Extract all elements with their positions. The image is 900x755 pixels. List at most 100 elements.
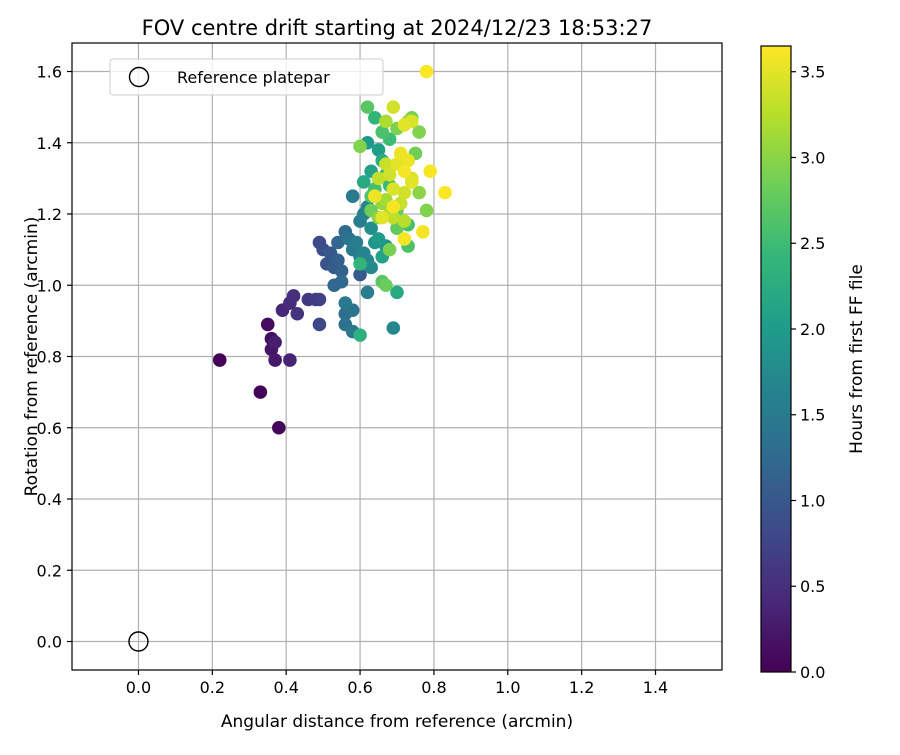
x-axis-ticks: 0.0 0.2 0.4 0.6 0.8 1.0 1.2 1.4 <box>126 670 668 697</box>
data-points <box>128 64 452 652</box>
data-point <box>419 64 434 79</box>
colorbar-tick-label: 3.0 <box>800 148 825 167</box>
legend: Reference platepar <box>109 58 384 96</box>
y-axis-label: Rotation from reference (arcmin) <box>22 217 42 497</box>
data-point <box>386 210 401 225</box>
data-point <box>438 185 452 200</box>
data-point <box>419 203 434 218</box>
colorbar-tick-label: 2.5 <box>800 234 825 253</box>
data-point <box>412 185 426 200</box>
data-point <box>364 221 378 236</box>
colorbar: 0.0 0.5 1.0 1.5 2.0 2.5 3.0 3.5 Hours from firs… <box>760 45 867 682</box>
data-point <box>397 185 412 200</box>
data-point <box>404 175 419 189</box>
colorbar-tick-label: 1.5 <box>800 406 825 425</box>
x-tick-label: 0.8 <box>421 678 446 697</box>
data-point <box>356 175 371 189</box>
data-point <box>290 306 305 321</box>
x-tick-label: 0.6 <box>347 678 372 697</box>
data-point <box>397 164 412 179</box>
data-point <box>253 385 268 399</box>
data-point <box>353 139 367 154</box>
y-tick-label: 1.6 <box>37 63 62 82</box>
data-point <box>360 100 375 114</box>
data-point <box>353 257 367 271</box>
data-point <box>268 353 282 367</box>
data-point <box>345 189 360 203</box>
data-point <box>212 353 227 367</box>
x-tick-label: 0.0 <box>126 678 151 697</box>
data-point <box>368 189 382 203</box>
data-point <box>272 420 286 435</box>
reference-platepar-marker <box>128 631 149 652</box>
data-point <box>416 225 430 239</box>
data-point <box>401 153 415 168</box>
x-tick-label: 1.2 <box>569 678 594 697</box>
y-tick-label: 1.0 <box>37 276 62 295</box>
data-point <box>338 296 353 310</box>
y-tick-label: 0.2 <box>37 561 62 580</box>
data-point <box>312 292 327 307</box>
data-point <box>349 235 364 250</box>
data-point <box>312 317 327 332</box>
x-tick-label: 1.0 <box>495 678 520 697</box>
y-tick-label: 0.6 <box>37 419 62 438</box>
data-point <box>353 267 367 282</box>
data-point <box>397 118 412 132</box>
legend-label-reference-platepar: Reference platepar <box>177 68 330 87</box>
colorbar-ticks: 0.0 0.5 1.0 1.5 2.0 2.5 3.0 3.5 <box>791 63 825 682</box>
data-point <box>331 253 345 268</box>
data-point <box>260 317 275 332</box>
data-point <box>390 285 404 300</box>
data-point <box>379 114 393 129</box>
data-point <box>371 232 386 246</box>
data-point <box>382 242 397 257</box>
data-point <box>268 335 282 350</box>
colorbar-tick-label: 1.0 <box>800 491 825 510</box>
colorbar-tick-label: 0.0 <box>800 663 825 682</box>
data-point <box>360 285 375 300</box>
data-point <box>379 278 393 293</box>
chart-title: FOV centre drift starting at 2024/12/23 … <box>142 16 653 40</box>
data-point <box>386 200 401 214</box>
data-point <box>382 168 397 182</box>
data-point <box>286 289 301 303</box>
legend-marker-reference-platepar <box>128 66 150 88</box>
data-point <box>371 171 386 186</box>
data-point <box>353 328 367 342</box>
data-point <box>371 143 386 157</box>
y-tick-label: 0.8 <box>37 348 62 367</box>
data-point <box>397 214 412 228</box>
legend-box <box>109 58 384 96</box>
x-axis-label: Angular distance from reference (arcmin) <box>221 712 573 732</box>
y-tick-label: 1.2 <box>37 205 62 224</box>
x-tick-label: 0.2 <box>200 678 225 697</box>
data-point <box>423 164 438 179</box>
data-point <box>397 232 412 246</box>
data-point <box>386 321 401 335</box>
colorbar-tick-label: 3.5 <box>800 63 825 82</box>
y-tick-label: 0.4 <box>37 490 62 509</box>
data-point <box>283 353 297 367</box>
y-tick-label: 1.4 <box>37 134 62 153</box>
data-point <box>386 182 401 196</box>
colorbar-label: Hours from first FF file <box>847 264 867 454</box>
data-point <box>375 210 390 225</box>
colorbar-gradient <box>760 45 792 673</box>
x-tick-label: 0.4 <box>273 678 298 697</box>
data-point <box>334 274 349 289</box>
data-point <box>412 125 426 139</box>
colorbar-tick-label: 0.5 <box>800 577 825 596</box>
data-point <box>386 100 401 114</box>
y-tick-label: 0.0 <box>37 633 62 652</box>
colorbar-tick-label: 2.0 <box>800 320 825 339</box>
data-point <box>368 111 382 125</box>
data-point <box>375 125 390 139</box>
data-point <box>379 157 393 171</box>
y-axis-ticks: 0.0 0.2 0.4 0.6 0.8 1.0 1.2 1.4 1.6 <box>37 63 72 652</box>
x-tick-label: 1.4 <box>643 678 668 697</box>
data-point <box>334 264 349 278</box>
